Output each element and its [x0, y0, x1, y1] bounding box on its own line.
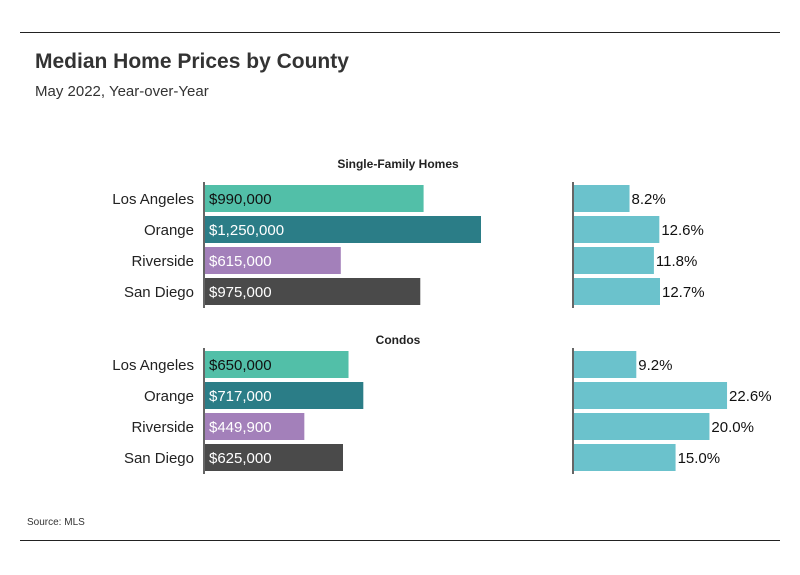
change-bar-san-diego: [574, 444, 676, 471]
price-bar-riverside: [205, 413, 305, 440]
change-bar-riverside: [574, 413, 710, 440]
change-label-riverside: 11.8%: [656, 253, 697, 270]
change-bar-orange: [574, 382, 728, 409]
category-label-orange: Orange: [144, 222, 194, 239]
category-label-los-angeles: Los Angeles: [112, 191, 194, 208]
panel-header: Single-Family Homes: [337, 157, 459, 171]
price-label-los-angeles: $650,000: [209, 357, 272, 374]
change-bar-san-diego: [574, 278, 660, 305]
price-bar-los-angeles: [205, 185, 424, 212]
category-label-riverside: Riverside: [131, 253, 194, 270]
change-label-orange: 22.6%: [729, 388, 772, 405]
price-bar-orange: [205, 382, 364, 409]
change-bar-riverside: [574, 247, 654, 274]
change-label-san-diego: 15.0%: [678, 450, 721, 467]
change-label-san-diego: 12.7%: [662, 284, 705, 301]
price-bar-orange: [205, 216, 481, 243]
chart-title: Median Home Prices by County: [35, 50, 349, 73]
price-label-riverside: $615,000: [209, 253, 272, 270]
change-label-riverside: 20.0%: [711, 419, 754, 436]
category-label-san-diego: San Diego: [124, 284, 194, 301]
price-label-orange: $717,000: [209, 388, 272, 405]
category-label-orange: Orange: [144, 388, 194, 405]
price-label-san-diego: $975,000: [209, 284, 272, 301]
chart-panels: Single-Family Homes Los Angeles $990,000 8.…: [112, 157, 772, 474]
price-label-san-diego: $625,000: [209, 450, 272, 467]
category-label-san-diego: San Diego: [124, 450, 194, 467]
panel-header: Condos: [376, 333, 421, 347]
change-bar-los-angeles: [574, 351, 637, 378]
change-label-los-angeles: 9.2%: [638, 357, 672, 374]
price-label-los-angeles: $990,000: [209, 191, 272, 208]
chart-subtitle: May 2022, Year-over-Year: [35, 83, 209, 100]
change-label-orange: 12.6%: [661, 222, 704, 239]
panel-1: Condos Los Angeles $650,000 9.2% Orange $717,…: [112, 333, 772, 474]
category-label-los-angeles: Los Angeles: [112, 357, 194, 374]
change-label-los-angeles: 8.2%: [632, 191, 666, 208]
top-rule: [20, 32, 780, 33]
price-bar-san-diego: [205, 444, 343, 471]
change-bar-orange: [574, 216, 660, 243]
panel-0: Single-Family Homes Los Angeles $990,000 8.…: [112, 157, 705, 308]
price-bar-riverside: [205, 247, 341, 274]
bottom-rule: [20, 540, 780, 541]
source-note: Source: MLS: [27, 517, 85, 528]
change-bar-los-angeles: [574, 185, 630, 212]
price-label-orange: $1,250,000: [209, 222, 284, 239]
price-bar-los-angeles: [205, 351, 349, 378]
category-label-riverside: Riverside: [131, 419, 194, 436]
price-label-riverside: $449,900: [209, 419, 272, 436]
price-bar-san-diego: [205, 278, 421, 305]
